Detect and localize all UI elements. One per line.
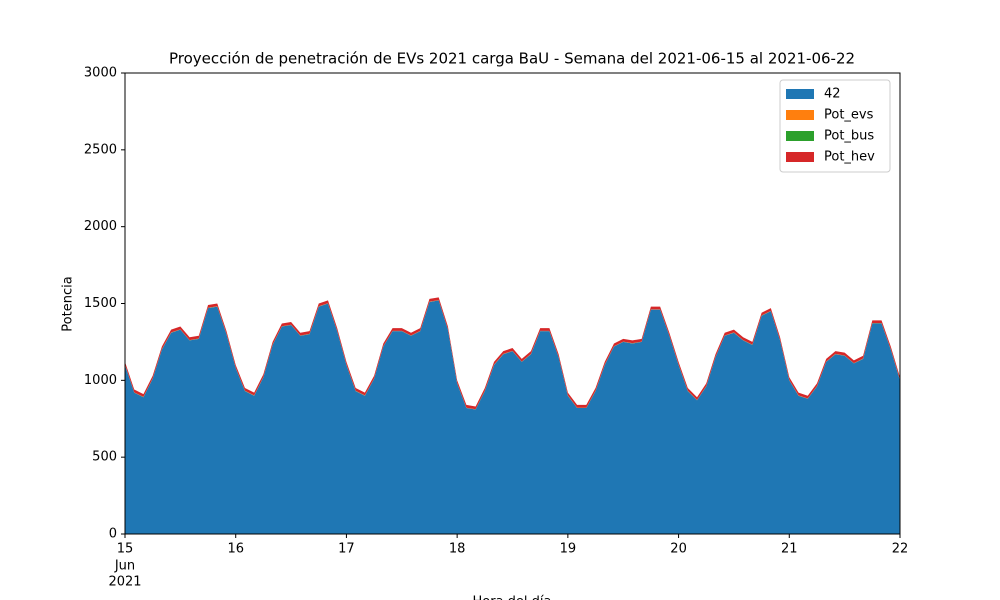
- area: [125, 300, 900, 534]
- x-axis-label: Hora del día: [473, 595, 552, 600]
- x-tick-label: 21: [781, 542, 798, 557]
- y-axis-label: Potencia: [61, 276, 76, 331]
- y-tick-label: 3000: [84, 66, 117, 81]
- x-tick-label: 19: [560, 542, 577, 557]
- x-tick-label: 22: [892, 542, 909, 557]
- x-tick-label: 15: [117, 542, 134, 557]
- legend-swatch: [786, 110, 814, 120]
- legend-label: Pot_hev: [824, 150, 875, 165]
- chart-title: Proyección de penetración de EVs 2021 ca…: [169, 50, 855, 68]
- x-tick-label: 16: [227, 542, 244, 557]
- y-tick-label: 1000: [84, 373, 117, 388]
- legend-swatch: [786, 89, 814, 99]
- legend-frame: [779, 79, 891, 173]
- y-tick-label: 1500: [84, 296, 117, 311]
- legend-swatch: [786, 152, 814, 162]
- y-tick-label: 2000: [84, 219, 117, 234]
- y-tick-label: 500: [92, 450, 117, 465]
- legend-swatch: [786, 131, 814, 141]
- legend-label: Pot_evs: [824, 108, 874, 123]
- x-date-label: 2021: [108, 575, 141, 590]
- y-tick-label: 0: [109, 527, 117, 542]
- x-tick-label: 20: [670, 542, 687, 557]
- x-date-label: Jun: [114, 559, 135, 574]
- x-tick-label: 18: [449, 542, 466, 557]
- x-tick-label: 17: [338, 542, 355, 557]
- legend-label: Pot_bus: [824, 129, 874, 144]
- y-tick-label: 2500: [84, 142, 117, 157]
- legend-label: 42: [824, 87, 841, 102]
